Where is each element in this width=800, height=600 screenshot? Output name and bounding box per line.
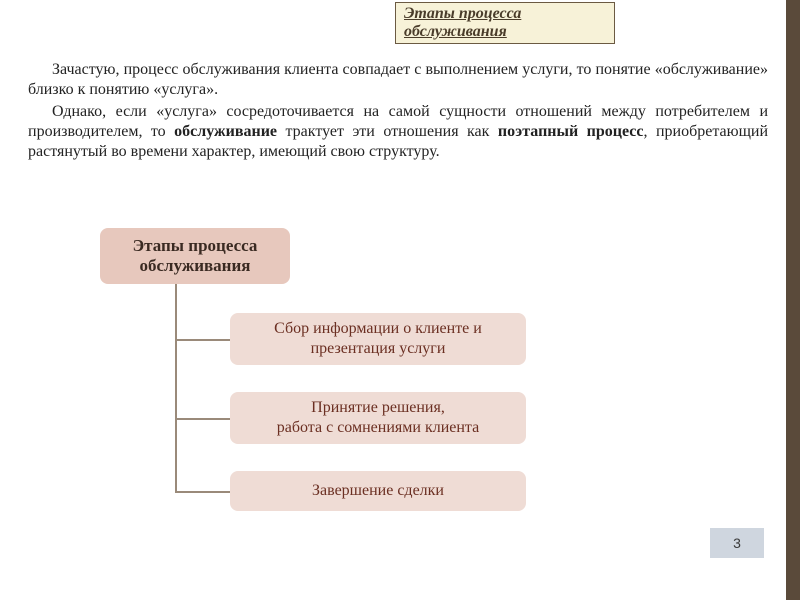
p2-d: поэтапный процесс — [498, 123, 644, 140]
diagram-node-root: Этапы процесса обслуживания — [100, 228, 290, 284]
connector-vertical — [175, 284, 177, 491]
connector-horizontal — [175, 418, 230, 420]
title-text: Этапы процесса обслуживания — [404, 5, 606, 41]
paragraph-1: Зачастую, процесс обслуживания клиента с… — [28, 60, 768, 100]
side-stripe — [786, 0, 800, 600]
diagram-node-child-2: Завершение сделки — [230, 471, 526, 511]
page-number-badge: 3 — [710, 528, 764, 558]
paragraph-2: Однако, если «услуга» сосредоточивается … — [28, 102, 768, 162]
page-number: 3 — [733, 535, 741, 551]
title-box: Этапы процесса обслуживания — [395, 2, 615, 44]
body-text: Зачастую, процесс обслуживания клиента с… — [28, 60, 768, 164]
p2-b: обслуживание — [174, 123, 277, 140]
connector-horizontal — [175, 339, 230, 341]
diagram-node-child-1: Принятие решения, работа с сомнениями кл… — [230, 392, 526, 444]
p2-c: трактует эти отношения как — [277, 123, 498, 140]
diagram-node-child-0: Сбор информации о клиенте и презентация … — [230, 313, 526, 365]
connector-horizontal — [175, 491, 230, 493]
